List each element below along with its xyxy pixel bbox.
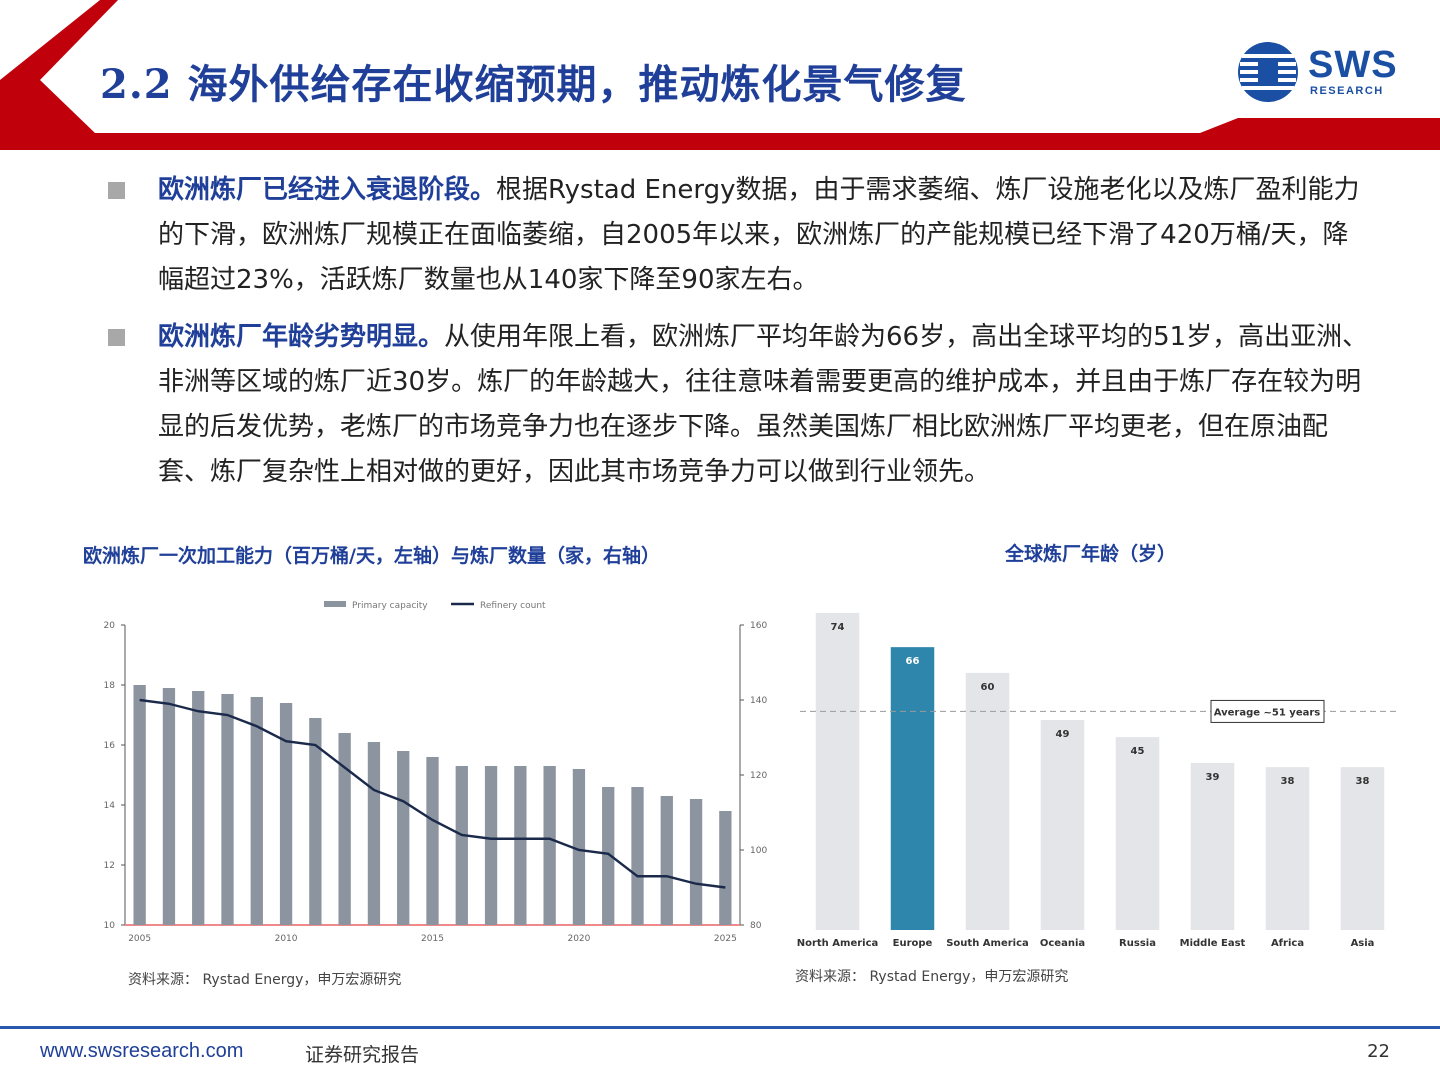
age-bar	[965, 672, 1010, 930]
capacity-bar	[279, 703, 293, 925]
region-label: Middle East	[1180, 938, 1246, 949]
capacity-bar	[133, 685, 146, 925]
chart2-source: 资料来源： Rystad Energy，申万宏源研究	[795, 969, 1069, 985]
age-bar-label: 45	[1131, 746, 1145, 757]
refinery-count-line	[139, 698, 726, 889]
capacity-bar	[309, 718, 322, 925]
x-tick-label: 2020	[567, 934, 590, 944]
right-tick-label: 120	[750, 771, 767, 781]
capacity-bar	[192, 691, 205, 925]
capacity-bar	[689, 799, 703, 925]
bullet-list: 欧洲炼厂已经进入衰退阶段。根据Rystad Energy数据，由于需求萎缩、炼厂…	[100, 168, 1370, 507]
average-label: Average ~51 years	[1214, 707, 1321, 718]
age-bar	[1190, 762, 1235, 930]
capacity-bar	[484, 766, 498, 925]
bullet-text: 从使用年限上看，欧洲炼厂平均年龄为66岁，高出全球平均的51岁，高出亚洲、非洲等…	[158, 322, 1369, 487]
age-bar-label: 39	[1206, 772, 1220, 783]
region-label: Russia	[1119, 938, 1156, 949]
left-tick-label: 10	[104, 921, 116, 931]
capacity-bar	[250, 697, 263, 925]
bullet-text: 根据Rystad Energy数据，由于需求萎缩、炼厂设施老化以及炼厂盈利能力的…	[158, 175, 1360, 295]
logo-text: SWS	[1308, 44, 1398, 86]
x-tick-label: 2015	[421, 934, 444, 944]
left-tick-label: 12	[104, 861, 115, 871]
capacity-bar	[543, 766, 556, 925]
footer-divider	[0, 1026, 1440, 1029]
age-bar-label: 60	[981, 682, 995, 693]
age-bar	[1265, 767, 1310, 930]
region-label: Europe	[893, 938, 933, 949]
chart1-source: 资料来源： Rystad Energy，申万宏源研究	[128, 972, 402, 988]
age-bar-label: 66	[906, 656, 920, 667]
age-bar-label: 38	[1281, 776, 1295, 787]
region-label: Oceania	[1040, 938, 1085, 949]
capacity-bar	[162, 688, 176, 925]
capacity-bar	[602, 787, 615, 925]
footer-label: 证券研究报告	[305, 1044, 420, 1066]
page-title: 2.2 海外供给存在收缩预期，推动炼化景气修复	[100, 61, 967, 108]
right-tick-label: 80	[750, 921, 762, 931]
bullet-item: 欧洲炼厂已经进入衰退阶段。根据Rystad Energy数据，由于需求萎缩、炼厂…	[100, 168, 1370, 303]
page-number: 22	[1367, 1041, 1390, 1062]
bullet-square-icon	[108, 329, 125, 346]
age-bar	[1340, 767, 1385, 930]
bullet-heading: 欧洲炼厂年龄劣势明显。	[158, 322, 445, 352]
capacity-bar	[338, 733, 351, 925]
refinery-age-chart: 74 North America 66 Europe 60 South America 49…	[797, 612, 1400, 949]
chart2-title: 全球炼厂年龄（岁）	[1005, 543, 1177, 565]
capacity-bar	[455, 766, 468, 925]
right-tick-label: 140	[750, 696, 767, 706]
age-bar	[1040, 720, 1085, 930]
average-label-box	[1210, 699, 1325, 723]
age-bar	[1115, 737, 1160, 930]
right-tick-label: 100	[750, 846, 767, 856]
sws-logo-icon	[1238, 42, 1298, 102]
region-label: South America	[946, 938, 1029, 949]
capacity-bar	[426, 757, 439, 925]
capacity-bar	[631, 787, 644, 925]
left-tick-label: 20	[104, 621, 116, 631]
age-bar-label: 38	[1356, 776, 1370, 787]
legend-swatch-capacity	[324, 601, 346, 607]
region-label: Asia	[1351, 938, 1375, 949]
left-tick-label: 14	[104, 801, 116, 811]
capacity-bar	[719, 811, 732, 925]
age-bar-label: 74	[831, 622, 845, 633]
x-tick-label: 2010	[275, 934, 298, 944]
capacity-bar	[367, 742, 381, 925]
x-tick-label: 2025	[714, 934, 737, 944]
region-label: North America	[797, 938, 879, 949]
footer-url-link[interactable]: www.swsresearch.com	[40, 1040, 244, 1062]
capacity-bar	[221, 694, 234, 925]
age-bar	[815, 612, 860, 930]
age-bar	[890, 647, 935, 930]
region-label: Africa	[1271, 938, 1304, 949]
capacity-count-chart: 10 12 14 16 18 20 80 100 120 140 160 2005 2010 2015 20…	[104, 601, 767, 944]
right-tick-label: 160	[750, 621, 767, 631]
bullet-square-icon	[108, 182, 125, 199]
age-bar-label: 49	[1056, 729, 1070, 740]
capacity-bar	[514, 766, 527, 925]
header-banner	[0, 0, 1440, 150]
logo-subtext: RESEARCH	[1310, 85, 1384, 97]
capacity-bar	[660, 796, 673, 925]
x-tick-label: 2005	[128, 934, 151, 944]
left-tick-label: 16	[104, 741, 116, 751]
capacity-bar	[397, 751, 410, 925]
left-tick-label: 18	[104, 681, 116, 691]
chart1-title: 欧洲炼厂一次加工能力（百万桶/天，左轴）与炼厂数量（家，右轴）	[83, 545, 660, 567]
capacity-bar	[572, 769, 586, 925]
bullet-item: 欧洲炼厂年龄劣势明显。从使用年限上看，欧洲炼厂平均年龄为66岁，高出全球平均的5…	[100, 315, 1370, 495]
legend-label-capacity: Primary capacity	[352, 601, 428, 611]
bullet-heading: 欧洲炼厂已经进入衰退阶段。	[158, 175, 497, 205]
legend-label-count: Refinery count	[480, 601, 546, 611]
